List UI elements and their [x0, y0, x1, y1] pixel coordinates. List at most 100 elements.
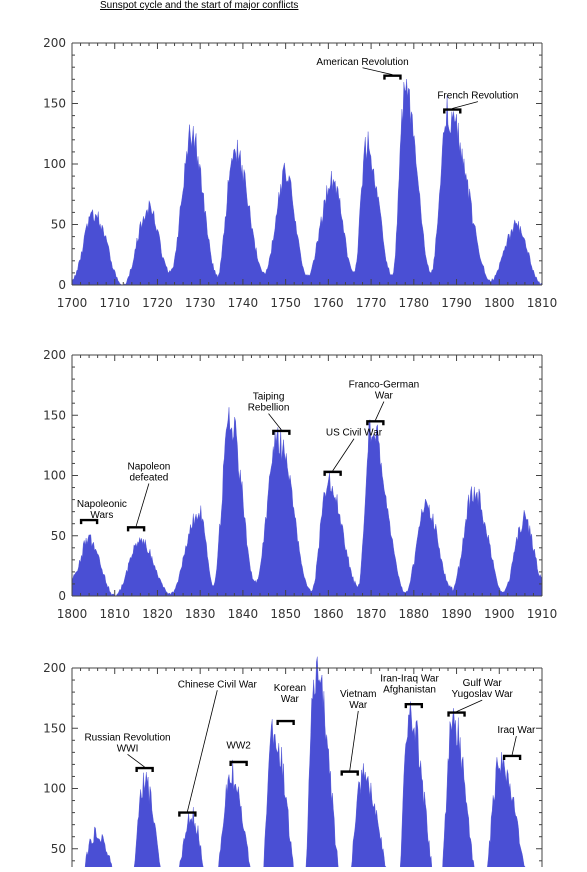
- x-tick-label: 1870: [356, 607, 387, 621]
- conflict-bracket-4: [325, 472, 341, 476]
- conflict-label-1: American Revolution: [316, 57, 408, 68]
- x-tick-label: 1860: [313, 607, 344, 621]
- annotation-leader-line: [363, 68, 393, 75]
- conflict-label-line: American Revolution: [316, 57, 408, 68]
- conflict-bracket-7: [449, 713, 465, 717]
- conflict-label-line: Vietnam: [340, 689, 377, 700]
- conflict-label-line: US Civil War: [326, 428, 383, 439]
- x-tick-label: 1750: [270, 296, 301, 310]
- conflict-bracket-1: [137, 768, 153, 772]
- conflict-bracket-6: [406, 704, 422, 708]
- annotation-leader-line: [187, 690, 217, 811]
- x-tick-label: 1800: [57, 607, 88, 621]
- x-tick-label: 1820: [142, 607, 173, 621]
- x-tick-label: 1910: [527, 607, 558, 621]
- annotation-leader-line: [350, 711, 359, 771]
- chart-panel-1: 0 50 100 150 200 1700 1710 1720 1730 1740 1750 1760…: [43, 36, 557, 310]
- conflict-label-8: Iraq War: [497, 725, 536, 736]
- conflict-label-line: Iran-Iraq War: [380, 673, 439, 684]
- y-tick-label: 150: [43, 721, 66, 735]
- conflict-label-3: WW2: [226, 741, 251, 752]
- sunspot-area-series: [72, 407, 542, 596]
- annotation-leader-line: [457, 700, 483, 712]
- x-tick-label: 1890: [441, 607, 472, 621]
- conflict-label-2: French Revolution: [437, 91, 518, 102]
- x-tick-label: 1740: [228, 296, 259, 310]
- x-tick-label: 1710: [99, 296, 130, 310]
- conflict-label-line: WW2: [226, 741, 251, 752]
- x-tick-label: 1700: [57, 296, 88, 310]
- annotation-leader-line: [136, 483, 149, 526]
- conflict-label-line: Napoleonic: [77, 499, 127, 510]
- conflict-label-line: Rebellion: [248, 403, 290, 414]
- x-tick-label: 1720: [142, 296, 173, 310]
- conflict-label-4: US Civil War: [326, 428, 383, 439]
- conflict-label-line: Wars: [90, 510, 113, 521]
- annotation-leader-line: [333, 439, 354, 471]
- x-tick-label: 1840: [228, 607, 259, 621]
- conflict-label-line: Napoleon: [128, 461, 171, 472]
- conflict-label-line: War: [375, 391, 394, 402]
- x-tick-label: 1730: [185, 296, 216, 310]
- conflict-bracket-3: [273, 431, 289, 435]
- y-tick-label: 200: [43, 36, 66, 50]
- y-tick-label: 100: [43, 782, 66, 796]
- annotation-leader-line: [128, 754, 145, 767]
- conflict-label-line: WWI: [117, 743, 139, 754]
- conflict-label-line: defeated: [129, 472, 168, 483]
- annotation-leader-line: [452, 102, 478, 109]
- annotation-leader-line: [512, 736, 516, 755]
- conflict-bracket-5: [342, 772, 358, 776]
- x-tick-label: 1830: [185, 607, 216, 621]
- x-tick-label: 1900: [484, 607, 515, 621]
- conflict-label-line: Taiping: [253, 392, 285, 403]
- y-tick-label: 100: [43, 469, 66, 483]
- conflict-label-line: Korean: [274, 683, 306, 694]
- y-tick-label: 200: [43, 348, 66, 362]
- conflict-label-line: War: [281, 694, 300, 705]
- conflict-label-line: Afghanistan: [383, 684, 436, 695]
- conflict-bracket-4: [278, 721, 294, 725]
- conflict-label-line: Franco-German: [349, 380, 420, 391]
- conflict-label-line: Gulf War: [463, 678, 503, 689]
- annotation-leader-line: [375, 402, 384, 421]
- y-tick-label: 50: [51, 842, 66, 856]
- conflict-label-line: Chinese Civil War: [178, 679, 258, 690]
- y-tick-label: 200: [43, 661, 66, 675]
- x-tick-label: 1810: [527, 296, 558, 310]
- conflict-bracket-2: [128, 527, 144, 531]
- y-tick-label: 50: [51, 218, 66, 232]
- conflict-bracket-1: [384, 76, 400, 80]
- y-tick-label: 150: [43, 97, 66, 111]
- x-tick-label: 1790: [441, 296, 472, 310]
- conflict-label-line: Russian Revolution: [84, 732, 170, 743]
- x-tick-label: 1770: [356, 296, 387, 310]
- x-tick-label: 1780: [399, 296, 430, 310]
- conflict-label-line: French Revolution: [437, 91, 518, 102]
- y-tick-label: 50: [51, 529, 66, 543]
- x-tick-label: 1760: [313, 296, 344, 310]
- annotation-leader-line: [269, 414, 282, 430]
- y-tick-label: 0: [58, 278, 66, 292]
- x-tick-label: 1850: [270, 607, 301, 621]
- x-tick-label: 1880: [399, 607, 430, 621]
- conflict-label-line: Iraq War: [497, 725, 536, 736]
- conflict-label-line: War: [349, 700, 368, 711]
- sunspot-area-series: [72, 79, 542, 285]
- chart-title: Sunspot cycle and the start of major con…: [100, 0, 298, 11]
- x-tick-label: 1810: [99, 607, 130, 621]
- conflict-label-line: Yugoslav War: [452, 689, 514, 700]
- conflict-label-2: Chinese Civil War: [178, 679, 258, 690]
- y-tick-label: 100: [43, 157, 66, 171]
